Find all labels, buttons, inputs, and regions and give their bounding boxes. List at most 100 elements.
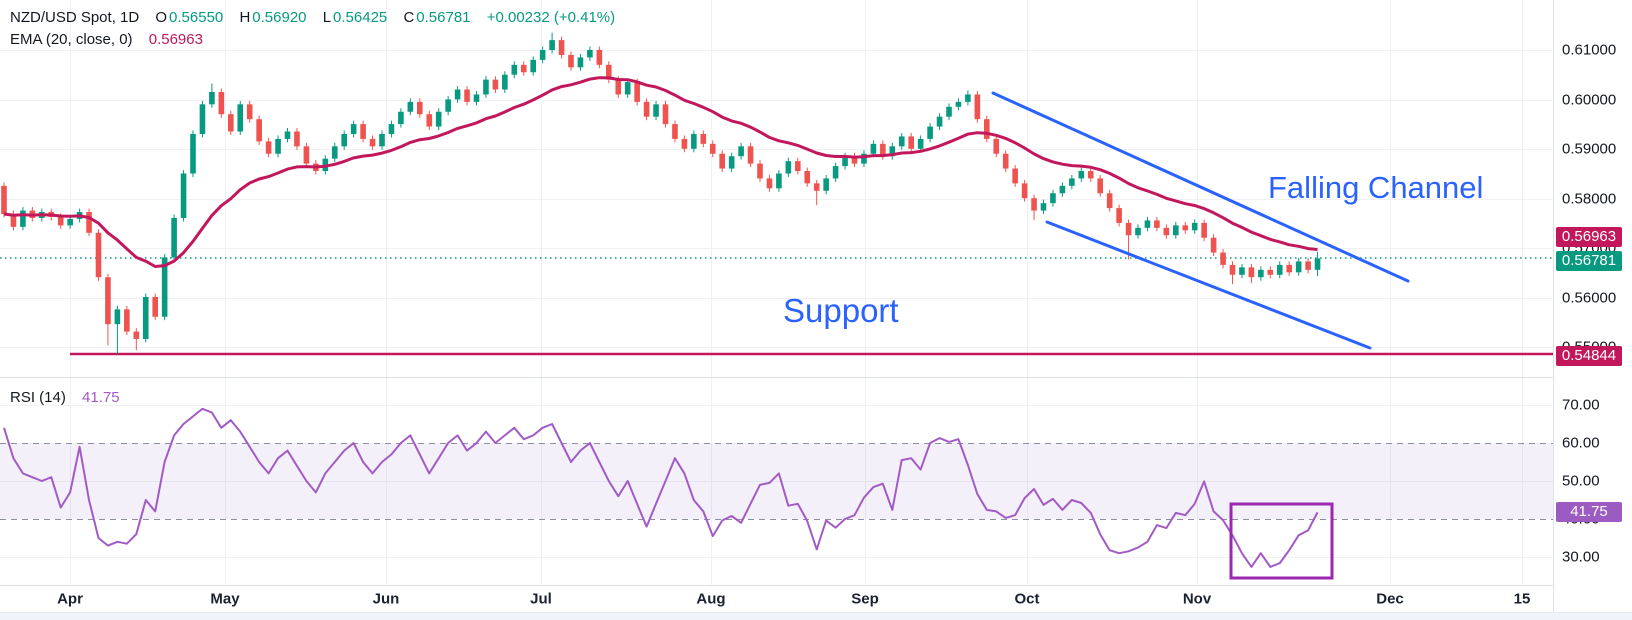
candle-body — [1031, 198, 1037, 211]
channel-upper-line[interactable] — [991, 91, 1410, 283]
candle-body — [1069, 178, 1075, 186]
candle-body — [936, 116, 943, 127]
time-label-sep: Sep — [851, 590, 879, 608]
candle-body — [426, 114, 433, 127]
candle-body — [1012, 168, 1018, 184]
support-label[interactable]: Support — [783, 292, 899, 329]
candle-body — [105, 277, 111, 325]
falling-channel-label[interactable]: Falling Channel — [1268, 170, 1484, 205]
candle-body — [965, 94, 971, 102]
candle-body — [218, 91, 225, 115]
ema-label: EMA (20, close, 0) — [10, 31, 133, 48]
time-label-apr: Apr — [57, 590, 83, 608]
candle-body — [539, 50, 546, 60]
candle-body — [1201, 222, 1207, 238]
time-label-aug: Aug — [696, 590, 726, 608]
candle-body — [870, 143, 877, 154]
candle-body — [587, 50, 593, 58]
rsi-label: RSI (14) — [10, 389, 66, 406]
candle-body — [303, 146, 310, 164]
candle-body — [511, 64, 518, 75]
candle-body — [20, 210, 26, 227]
candlestick-series[interactable] — [1, 32, 1321, 354]
candle-body — [445, 99, 451, 112]
candle-body — [454, 89, 461, 100]
time-label-oct: Oct — [1014, 590, 1040, 608]
candle-body — [1182, 225, 1189, 231]
candle-body — [209, 91, 215, 105]
candle-body — [265, 141, 272, 154]
candle-body — [152, 297, 158, 317]
change-value: +0.00232 (+0.41%) — [486, 9, 616, 26]
candle-body — [1040, 203, 1047, 211]
candle-body — [719, 153, 725, 169]
candle-body — [190, 133, 196, 174]
price-tick-label: 0.56000 — [1562, 289, 1617, 307]
candle-body — [1220, 252, 1226, 265]
candle-body — [643, 101, 650, 117]
candle-body — [417, 101, 423, 115]
open-label: O — [155, 9, 168, 26]
price-axis[interactable]: 0.61000 0.60000 0.59000 0.58000 0.57000 0.560… — [1553, 0, 1632, 612]
candle-body — [606, 64, 612, 80]
candle-body — [1229, 264, 1236, 275]
candle-body — [502, 74, 508, 90]
candle-body — [672, 124, 678, 139]
ema-value: 0.56963 — [148, 31, 203, 48]
rsi-tick-label: 60.00 — [1562, 434, 1600, 452]
ema-legend[interactable]: EMA (20, close, 0) 0.56963 — [10, 31, 205, 48]
ema-price-badge: 0.56963 — [1556, 227, 1622, 247]
candle-body — [1295, 261, 1302, 273]
candle-body — [520, 64, 527, 73]
candle-body — [813, 183, 820, 191]
candle-body — [558, 40, 565, 55]
candle-body — [747, 146, 754, 164]
candle-body — [861, 153, 867, 164]
symbol-title: NZD/USD Spot, 1D — [10, 9, 140, 26]
candle-body — [133, 331, 140, 339]
time-label-nov: Nov — [1182, 590, 1212, 608]
candle-body — [1144, 220, 1151, 228]
candle-body — [331, 146, 338, 159]
candle-body — [341, 133, 347, 147]
ema-line[interactable] — [3, 76, 1318, 268]
rsi-highlight-box[interactable] — [1229, 502, 1334, 580]
candle-body — [984, 119, 990, 139]
channel-lower-line[interactable] — [1045, 220, 1372, 350]
candle-body — [407, 101, 414, 112]
symbol-legend[interactable]: NZD/USD Spot, 1D O 0.56550 H 0.56920 L 0.56… — [10, 9, 617, 26]
price-tick-label: 0.60000 — [1562, 91, 1617, 109]
candle-body — [483, 79, 489, 95]
candle-body — [388, 124, 395, 134]
open-value: 0.56550 — [169, 9, 224, 26]
rsi-legend[interactable]: RSI (14) 41.75 — [10, 389, 122, 406]
time-axis[interactable]: Apr May Jun Jul Aug Sep Oct Nov Dec 15 — [0, 585, 1632, 612]
candle-body — [1163, 227, 1170, 236]
candle-body — [700, 133, 707, 144]
price-tick-label: 0.61000 — [1562, 41, 1617, 59]
candle-body — [275, 138, 281, 154]
candle-body — [842, 156, 848, 167]
time-label-15: 15 — [1513, 590, 1531, 608]
candle-body — [369, 138, 376, 147]
high-value: 0.56920 — [252, 9, 307, 26]
rsi-line[interactable] — [3, 407, 1319, 568]
candle-body — [161, 257, 168, 317]
candle-body — [823, 178, 829, 191]
candle-body — [1314, 258, 1321, 270]
candle-body — [67, 218, 73, 226]
candle-body — [1050, 193, 1056, 204]
candle-body — [927, 126, 933, 139]
candle-body — [691, 133, 697, 149]
candle-body — [596, 50, 603, 65]
candle-body — [1210, 237, 1217, 253]
candle-body — [379, 133, 385, 147]
candle-body — [728, 156, 735, 169]
rsi-band-fill — [0, 443, 1553, 519]
candle-body — [1191, 222, 1198, 231]
candle-body — [624, 82, 631, 95]
time-label-jun: Jun — [372, 590, 400, 608]
high-label: H — [239, 9, 251, 26]
